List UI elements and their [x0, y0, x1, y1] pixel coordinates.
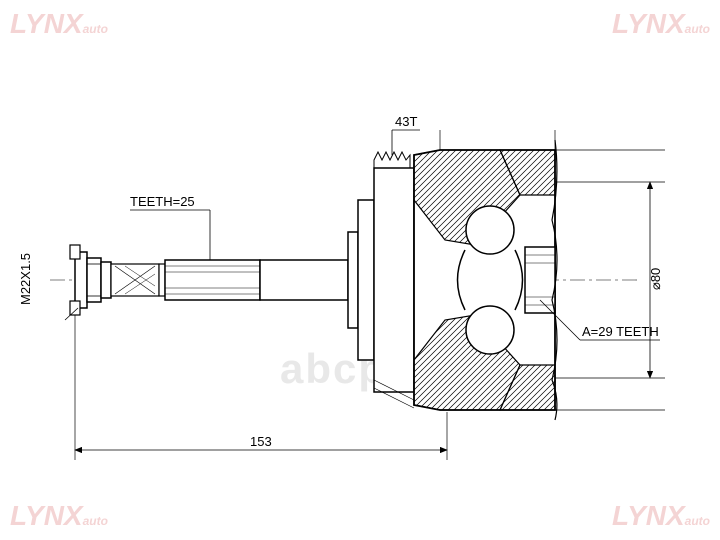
svg-text:⌀80: ⌀80 — [648, 268, 663, 290]
label-inner-teeth: A=29 TEETH — [540, 300, 660, 340]
spline-section — [165, 260, 260, 300]
shaft-end — [70, 245, 111, 315]
svg-text:153: 153 — [250, 434, 272, 449]
svg-text:TEETH=25: TEETH=25 — [130, 194, 195, 209]
label-teeth: TEETH=25 — [130, 194, 210, 260]
thread-section — [111, 264, 159, 296]
svg-text:A=29 TEETH: A=29 TEETH — [582, 324, 659, 339]
label-ring-teeth: 43T — [392, 114, 420, 155]
bell-housing — [348, 140, 557, 420]
technical-drawing: 43T TEETH=25 M22X1.5 A=29 TEETH ⌀80 153 — [0, 0, 720, 540]
shaft-plain — [260, 260, 348, 300]
label-thread: M22X1.5 — [18, 253, 78, 320]
shaft-step — [159, 264, 165, 296]
svg-text:43T: 43T — [395, 114, 417, 129]
svg-text:M22X1.5: M22X1.5 — [18, 253, 33, 305]
